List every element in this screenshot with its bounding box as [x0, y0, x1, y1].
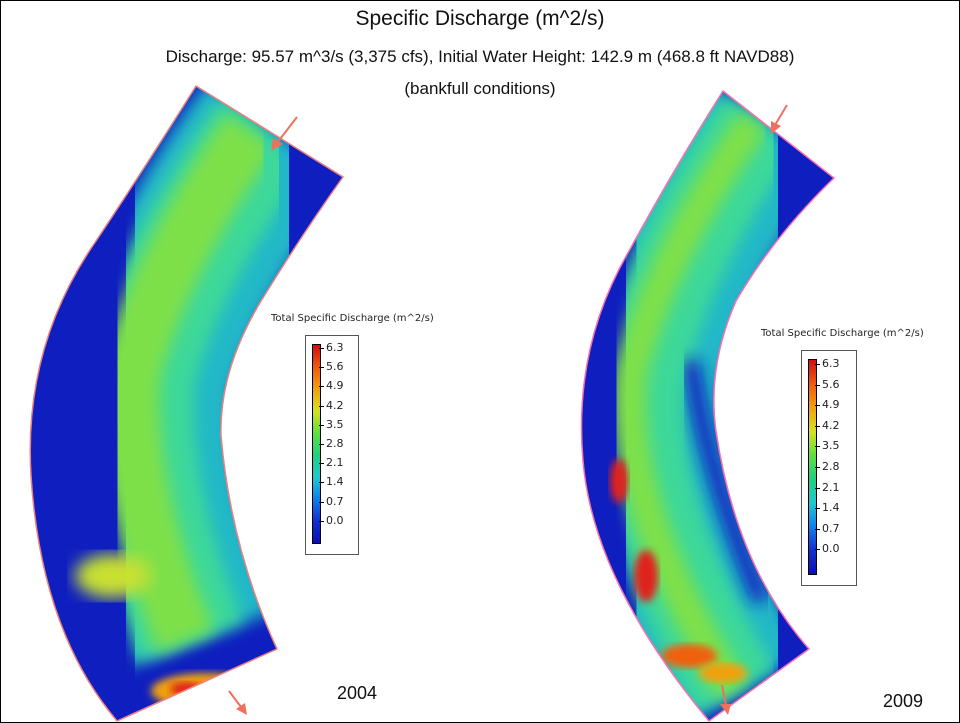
- tick-label: 2.8: [319, 437, 344, 450]
- tick-label: 2.8: [815, 460, 840, 473]
- tick-label: 0.0: [815, 542, 840, 556]
- year-label-2009: 2009: [883, 691, 924, 711]
- panel-2009-boundary: [580, 89, 836, 722]
- tick-label: 5.6: [319, 360, 344, 374]
- tick-label: 6.3: [815, 357, 840, 370]
- figure-title: Specific Discharge (m^2/s): [355, 7, 605, 30]
- tick-label: 4.2: [815, 418, 840, 432]
- legend-box: 6.3 5.6 4.9 4.2 3.5 2.8 2.1 1.4 0.7 0.0: [305, 335, 359, 555]
- tick-label: 4.9: [815, 398, 840, 412]
- condition-label: (bankfull conditions): [404, 79, 556, 98]
- tick-label: 4.9: [319, 379, 344, 393]
- panel-2004-outflow-arrow: [228, 690, 247, 715]
- legend-title: Total Specific Discharge (m^2/s): [271, 313, 434, 324]
- tick-label: 1.4: [319, 475, 344, 489]
- tick-label: 2.1: [319, 456, 344, 470]
- figure-subtitle: Discharge: 95.57 m^3/s (3,375 cfs), Init…: [165, 47, 795, 66]
- tick-label: 0.7: [319, 494, 344, 508]
- tick-label: 4.2: [319, 398, 344, 412]
- panel-2009-inflow-arrow: [771, 104, 788, 134]
- legend-title: Total Specific Discharge (m^2/s): [761, 328, 924, 339]
- panel-2004-inflow-arrow: [271, 116, 298, 151]
- tick-label: 2.1: [815, 480, 840, 494]
- tick-label: 3.5: [815, 439, 840, 453]
- year-label-2004: 2004: [337, 683, 378, 703]
- tick-label: 0.7: [815, 521, 840, 535]
- tick-label: 6.3: [319, 341, 344, 354]
- panel-2009-outflow-arrow: [720, 684, 731, 715]
- legend-box: 6.3 5.6 4.9 4.2 3.5 2.8 2.1 1.4 0.7 0.0: [801, 350, 857, 586]
- panel-2004-boundary: [29, 84, 345, 722]
- tick-label: 5.6: [815, 377, 840, 391]
- tick-label: 0.0: [319, 513, 344, 527]
- tick-label: 3.5: [319, 417, 344, 431]
- tick-label: 1.4: [815, 501, 840, 515]
